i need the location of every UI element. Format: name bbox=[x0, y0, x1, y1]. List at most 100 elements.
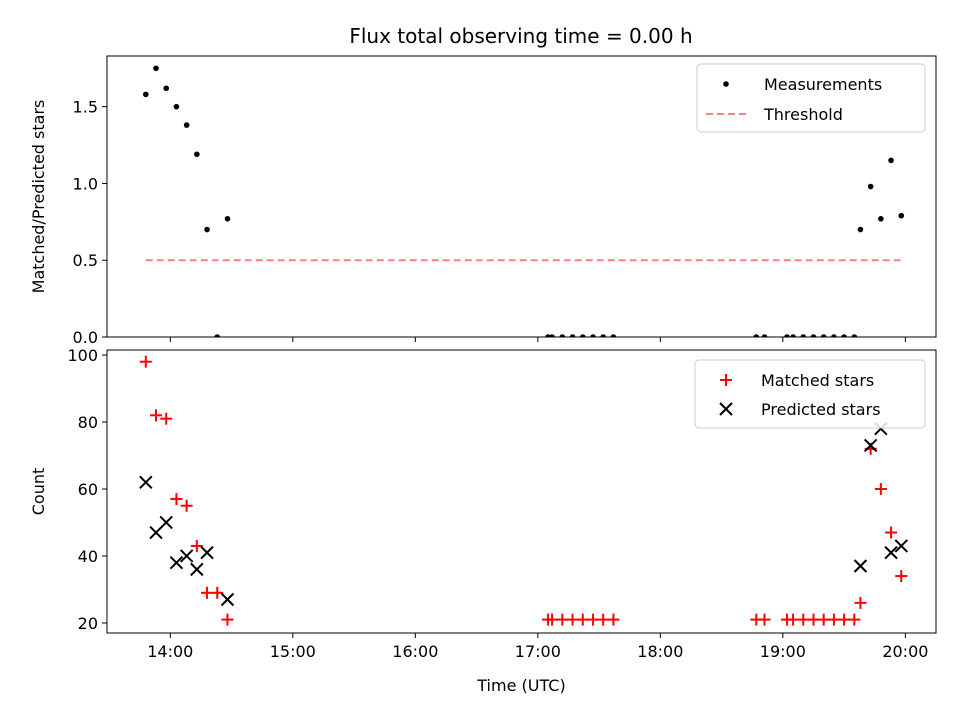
marker-stroke bbox=[139, 475, 153, 489]
matched-star-point bbox=[874, 482, 887, 495]
matched-star-point bbox=[787, 613, 800, 626]
predicted-star-point bbox=[149, 525, 163, 540]
predicted-star-point bbox=[179, 549, 194, 563]
x-tick-label: 15:00 bbox=[270, 642, 316, 661]
marker-stroke bbox=[863, 438, 878, 453]
matched-star-point bbox=[221, 613, 234, 626]
measurement-point bbox=[559, 334, 566, 337]
predicted-star-point bbox=[863, 438, 878, 453]
x-tick-label: 18:00 bbox=[637, 642, 683, 661]
matched-star-point bbox=[885, 526, 898, 539]
measurement-point bbox=[194, 151, 200, 158]
legend-marker-matched bbox=[720, 374, 732, 386]
y-axis-label: Matched/Predicted stars bbox=[29, 100, 48, 294]
measurement-point bbox=[153, 65, 159, 72]
matched-star-point bbox=[607, 613, 620, 626]
y-tick-label: 20 bbox=[78, 614, 98, 633]
matched-star-point bbox=[180, 499, 193, 512]
marker-stroke bbox=[190, 562, 204, 577]
measurement-point bbox=[753, 334, 760, 337]
y-tick-label: 100 bbox=[67, 346, 98, 365]
measurement-point bbox=[820, 334, 827, 337]
y-tick-label: 40 bbox=[78, 547, 98, 566]
matched-star-point bbox=[817, 613, 830, 626]
matched-star-point bbox=[556, 613, 569, 626]
legend-label-measurements: Measurements bbox=[764, 75, 882, 94]
plot-area bbox=[142, 65, 905, 337]
matched-star-point bbox=[895, 570, 908, 583]
matched-star-point bbox=[586, 613, 599, 626]
measurement-point bbox=[610, 334, 617, 337]
measurement-point bbox=[163, 85, 170, 92]
legend-frame bbox=[694, 359, 926, 429]
legend-label-threshold: Threshold bbox=[763, 105, 843, 124]
matched-star-point bbox=[150, 409, 163, 422]
matched-star-point bbox=[190, 539, 203, 552]
predicted-star-point bbox=[200, 545, 214, 560]
x-tick-label: 16:00 bbox=[392, 642, 438, 661]
matched-star-point bbox=[807, 613, 820, 626]
predicted-star-point bbox=[190, 562, 204, 577]
marker-stroke bbox=[200, 545, 214, 560]
measurement-point bbox=[841, 334, 847, 337]
predicted-star-point bbox=[159, 515, 173, 530]
x-axis-label: Time (UTC) bbox=[476, 676, 565, 695]
y-tick-label: 1.0 bbox=[73, 174, 98, 193]
matched-star-point bbox=[139, 355, 152, 368]
matched-star-point bbox=[597, 613, 610, 626]
measurement-point bbox=[867, 183, 874, 190]
plot-area bbox=[139, 355, 908, 626]
measurement-point bbox=[800, 334, 807, 337]
measurement-point bbox=[898, 212, 905, 219]
marker-stroke bbox=[853, 559, 868, 573]
measurement-point bbox=[761, 334, 768, 337]
measurement-point bbox=[142, 91, 149, 98]
predicted-star-point bbox=[884, 545, 898, 560]
legend-marker-predicted bbox=[719, 402, 733, 416]
marker-stroke bbox=[179, 549, 194, 563]
predicted-star-point bbox=[853, 559, 868, 573]
measurement-point bbox=[790, 334, 796, 337]
x-tick-label: 20:00 bbox=[882, 642, 928, 661]
marker-stroke bbox=[159, 515, 173, 530]
marker-stroke bbox=[169, 555, 184, 570]
y-tick-label: 0.0 bbox=[73, 328, 98, 347]
x-tick-label: 14:00 bbox=[147, 642, 193, 661]
measurement-point bbox=[183, 122, 190, 128]
measurement-point bbox=[569, 334, 576, 337]
y-tick-label: 1.5 bbox=[73, 98, 98, 117]
measurement-point bbox=[214, 334, 221, 337]
marker-stroke bbox=[884, 545, 898, 560]
measurement-point bbox=[224, 215, 231, 222]
predicted-star-point bbox=[139, 475, 153, 489]
marker-stroke bbox=[719, 402, 733, 416]
measurement-point bbox=[579, 334, 586, 337]
legend-frame bbox=[696, 63, 926, 133]
matched-star-point bbox=[827, 613, 840, 626]
axes-frame bbox=[106, 55, 937, 338]
legend-marker-measurements bbox=[723, 81, 729, 87]
matched-star-point bbox=[797, 613, 810, 626]
matched-star-point bbox=[758, 613, 771, 626]
y-tick-label: 0.5 bbox=[73, 251, 98, 270]
measurement-point bbox=[857, 226, 864, 233]
y-tick-label: 80 bbox=[78, 413, 98, 432]
measurement-point bbox=[878, 215, 884, 222]
legend: Matched stars Predicted stars bbox=[694, 359, 926, 429]
measurement-point bbox=[204, 226, 210, 233]
measurement-point bbox=[888, 157, 894, 164]
measurement-point bbox=[173, 103, 180, 110]
matched-star-point bbox=[201, 586, 214, 599]
predicted-star-point bbox=[894, 539, 908, 553]
legend: Measurements Threshold bbox=[696, 63, 926, 133]
matched-star-point bbox=[211, 586, 224, 599]
bottom-panel: 20 40 60 80 100 14:00 15:00 16:00 17:00 18:00 19:0… bbox=[29, 346, 937, 695]
measurement-point bbox=[831, 334, 837, 337]
chart-title: Flux total observing time = 0.00 h bbox=[349, 24, 692, 48]
matched-star-point bbox=[566, 613, 579, 626]
measurement-point bbox=[810, 334, 817, 337]
legend-label-matched: Matched stars bbox=[761, 371, 874, 390]
matched-star-point bbox=[576, 613, 589, 626]
y-tick-label: 60 bbox=[78, 480, 98, 499]
